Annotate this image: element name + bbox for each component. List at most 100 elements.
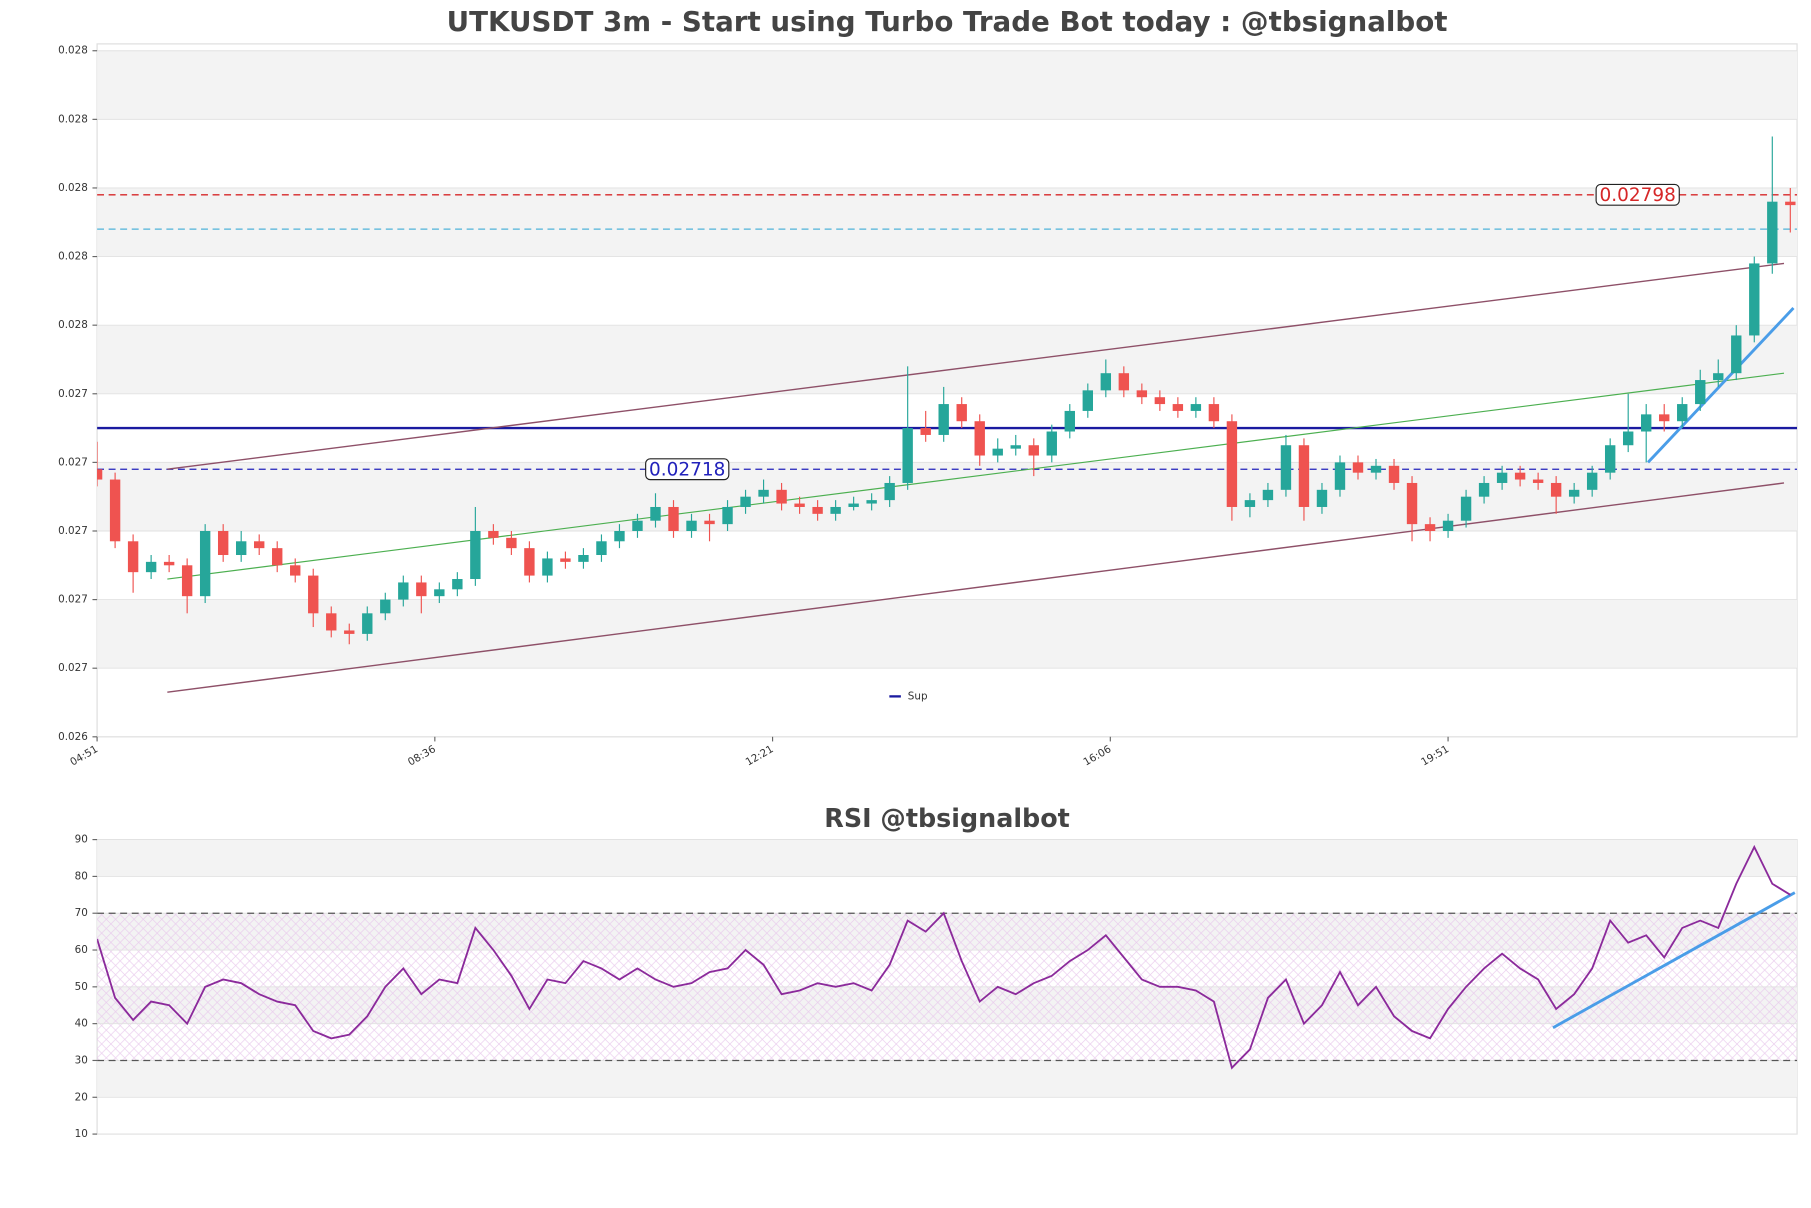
candle-body — [1713, 373, 1724, 381]
candle-body — [542, 558, 553, 576]
candle-body — [416, 582, 427, 597]
level-label-box — [645, 458, 730, 481]
candle-body — [1388, 465, 1400, 483]
candle-body — [1316, 489, 1328, 507]
candle-body — [956, 404, 967, 422]
plot-content — [97, 844, 1798, 1070]
candle-body — [776, 489, 787, 504]
candle-body — [1749, 263, 1760, 336]
candle-body — [470, 530, 481, 580]
candle-body — [1586, 472, 1598, 490]
candle-body — [1190, 404, 1202, 411]
rsi-line — [97, 844, 1791, 1070]
candle-body — [1695, 380, 1706, 405]
y-tick-label: 90 — [75, 834, 88, 846]
y-tick-label: 30 — [75, 1054, 88, 1066]
band — [97, 325, 1798, 394]
candle-body — [794, 503, 805, 507]
candle-body — [1677, 404, 1688, 422]
y-tick-label: 0.028 — [58, 319, 88, 331]
candle-body — [578, 555, 589, 562]
candle-body — [740, 496, 751, 507]
candle-body — [1550, 482, 1562, 497]
chart-title: RSI @tbsignalbot — [824, 803, 1070, 833]
candle-body — [1532, 479, 1544, 483]
band — [97, 1060, 1798, 1098]
candle-body — [1496, 472, 1508, 483]
candle-body — [488, 530, 499, 538]
level-label-box — [1595, 183, 1680, 206]
candle-body — [145, 561, 157, 573]
candle-body — [1244, 500, 1256, 507]
candle-body — [974, 421, 985, 456]
candle-body — [992, 448, 1003, 456]
candle-body — [1370, 465, 1382, 473]
legend-label: Sup — [908, 690, 928, 702]
x-tick-label: 12:21 — [744, 743, 776, 768]
candle-body — [398, 582, 409, 600]
y-tick-label: 40 — [75, 1018, 88, 1030]
candle-body — [181, 565, 193, 597]
candle-body — [1298, 445, 1310, 507]
candle-body — [235, 541, 247, 556]
candle-body — [632, 520, 643, 531]
trend-line — [167, 262, 1785, 470]
x-tick-label: 04:51 — [68, 743, 100, 768]
candle-body — [1460, 496, 1472, 521]
y-tick-label: 0.027 — [58, 525, 88, 537]
candle-body — [254, 541, 265, 549]
candle-body — [217, 530, 229, 556]
candle-body — [1334, 462, 1346, 490]
candle-body — [199, 530, 211, 597]
candle-body — [1442, 520, 1454, 531]
candle-body — [758, 489, 769, 497]
candle-body — [722, 506, 733, 525]
candle-body — [1604, 445, 1616, 473]
band — [97, 599, 1798, 669]
candle-body — [326, 613, 337, 631]
y-tick-label: 0.028 — [58, 182, 88, 194]
level-label: 0.02798 — [1600, 185, 1676, 206]
candle-body — [1424, 524, 1436, 531]
candle-body — [272, 548, 283, 566]
candle-body — [1280, 445, 1292, 490]
candle-body — [163, 561, 175, 566]
candle-body — [1478, 482, 1490, 497]
candle-body — [884, 482, 895, 501]
candle-body — [704, 520, 715, 525]
candle-body — [1046, 431, 1057, 456]
y-tick-label: 0.028 — [58, 251, 88, 263]
candle-body — [1064, 410, 1075, 432]
y-tick-label: 50 — [75, 981, 88, 993]
candle-body — [1641, 414, 1652, 432]
y-tick-label: 0.027 — [58, 456, 88, 468]
candle-body — [109, 479, 121, 542]
candle-body — [848, 503, 859, 507]
y-tick-label: 70 — [75, 907, 88, 919]
candle-body — [830, 506, 841, 514]
candle-body — [1514, 472, 1526, 480]
candle-body — [1659, 414, 1670, 422]
candle-body — [1136, 390, 1148, 398]
candle-body — [1731, 335, 1742, 374]
candle-body — [524, 548, 535, 576]
candle-body — [434, 589, 445, 597]
candle-body — [812, 506, 823, 514]
y-tick-label: 80 — [75, 870, 88, 882]
candle-body — [1622, 431, 1634, 446]
candle-body — [308, 575, 319, 614]
candle-body — [1082, 390, 1093, 411]
y-tick-label: 0.027 — [58, 594, 88, 606]
candle-body — [1118, 373, 1130, 391]
candle-body — [560, 558, 571, 562]
candle-body — [1010, 445, 1021, 449]
trend-line — [1646, 307, 1795, 464]
candle-body — [1785, 201, 1796, 206]
band — [97, 50, 1798, 120]
candle-body — [1028, 445, 1039, 456]
y-tick-label: 0.026 — [58, 731, 88, 743]
trend-line — [167, 372, 1785, 580]
y-tick-label: 20 — [75, 1091, 88, 1103]
plot-content — [97, 136, 1798, 693]
